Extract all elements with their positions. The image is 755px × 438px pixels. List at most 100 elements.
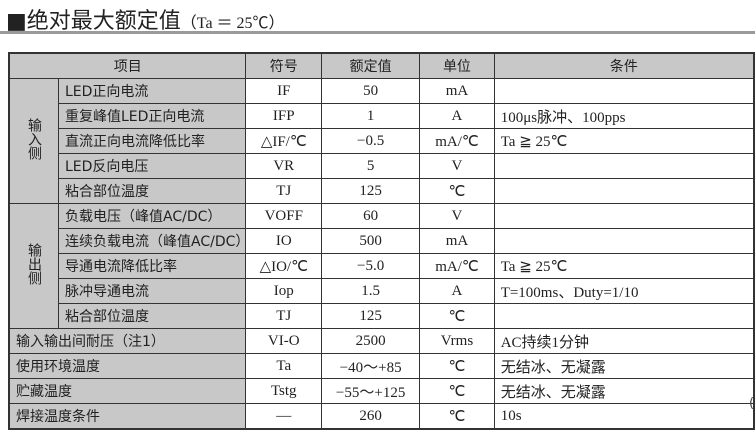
cell-value: 50 [321, 78, 421, 104]
cell-symbol: VI-O [245, 328, 323, 354]
table-row: 导通电流降低比率 △IO/℃ −5.0 mA/℃ Ta ≧ 25℃ [9, 253, 755, 279]
cell-value: 2500 [321, 328, 421, 354]
cell-condition: Ta ≧ 25℃ [493, 253, 755, 279]
cell-condition [493, 228, 755, 254]
table-row: 粘合部位温度 TJ 125 ℃ [9, 178, 755, 204]
cell-symbol: — [245, 403, 323, 430]
cell-symbol: TJ [245, 178, 323, 204]
cell-unit: ℃ [419, 378, 495, 404]
header-item: 项目 [8, 52, 247, 79]
absolute-max-ratings-table: 项目 符号 额定值 单位 条件 输入侧 LED正向电流 IF 50 mA 重复峰值LED正… [8, 52, 755, 430]
table-row: 脉冲导通电流 Iop 1.5 A T=100ms、Duty=1/10 [9, 278, 755, 304]
cell-unit: ℃ [419, 353, 495, 379]
cell-item: 粘合部位温度 [57, 178, 247, 204]
cell-condition: T=100ms、Duty=1/10 [493, 278, 755, 304]
cell-item: LED正向电流 [57, 78, 247, 104]
title-main: ■绝对最大额定值 [6, 9, 181, 34]
cell-symbol: Iop [245, 278, 323, 304]
cell-item: 贮藏温度 [8, 378, 247, 404]
cell-condition: 无结冰、无凝露 [493, 378, 755, 404]
cell-value: 1.5 [321, 278, 421, 304]
cell-condition [493, 78, 755, 104]
cell-item: 直流正向电流降低比率 [57, 128, 247, 154]
cell-condition: 无结冰、无凝露 [493, 353, 755, 379]
cell-item: 导通电流降低比率 [57, 253, 247, 279]
cell-symbol: TJ [245, 303, 323, 329]
cell-unit: ℃ [419, 403, 495, 430]
cell-value: −40～+85 [321, 353, 421, 379]
table-row: 输出侧 负载电压（峰值AC/DC） VOFF 60 V [8, 203, 755, 329]
cell-item: 焊接温度条件 [8, 403, 247, 430]
cell-symbol: △IO/℃ [245, 253, 323, 279]
header-value: 额定值 [321, 52, 421, 79]
cell-unit: mA/℃ [419, 253, 495, 279]
cell-symbol: IFP [245, 103, 323, 129]
cell-symbol: △IF/℃ [245, 128, 323, 154]
cell-unit: ℃ [419, 303, 495, 329]
table-row: 直流正向电流降低比率 △IF/℃ −0.5 mA/℃ Ta ≧ 25℃ [9, 128, 755, 154]
cell-value: 125 [321, 303, 421, 329]
cell-item: 粘合部位温度 [57, 303, 247, 329]
table-row: 重复峰值LED正向电流 IFP 1 A 100μs脉冲、100pps [9, 103, 755, 129]
cell-value: −5.0 [321, 253, 421, 279]
cell-item: 重复峰值LED正向电流 [57, 103, 247, 129]
cell-unit: A [419, 278, 495, 304]
cell-condition: 100μs脉冲、100pps [493, 103, 755, 129]
section-title: ■绝对最大额定值（Ta ＝ 25℃） [6, 3, 285, 35]
header-symbol: 符号 [245, 52, 323, 79]
cell-value: 1 [321, 103, 421, 129]
cell-condition [493, 203, 755, 229]
table-row: 焊接温度条件 —260 ℃ 10s [8, 403, 755, 430]
cell-value: −55～+125 [321, 378, 421, 404]
title-divider [0, 31, 755, 34]
table-row: LED反向电压 VR 5 V [9, 153, 755, 179]
table-row: 输入侧 LED正向电流 IF 50 mA [8, 78, 755, 204]
cell-value: 60 [321, 203, 421, 229]
table-row: 粘合部位温度 TJ 125 ℃ [9, 303, 755, 329]
header-condition: 条件 [493, 52, 755, 79]
cell-condition: Ta ≧ 25℃ [493, 128, 755, 154]
group-label: 输入侧 [26, 118, 42, 160]
group-input: 输入侧 [8, 78, 59, 204]
cell-value: 500 [321, 228, 421, 254]
group-output: 输出侧 [8, 203, 59, 329]
cell-unit: mA [419, 78, 495, 104]
table-row: 输入输出间耐压（注1） VI-O 2500 Vrms AC持续1分钟 [8, 328, 755, 354]
cell-symbol: VR [245, 153, 323, 179]
cell-symbol: Tstg [245, 378, 323, 404]
table-header-row: 项目 符号 额定值 单位 条件 [8, 52, 755, 79]
cell-unit: A [419, 103, 495, 129]
cell-condition: 10s [493, 403, 755, 430]
cell-item: 脉冲导通电流 [57, 278, 247, 304]
table-row: 使用环境温度 Ta −40～+85 ℃ 无结冰、无凝露 [8, 353, 755, 379]
cell-unit: ℃ [419, 178, 495, 204]
cell-item: 负载电压（峰值AC/DC） [57, 203, 247, 229]
cell-unit: Vrms [419, 328, 495, 354]
cell-item: 连续负载电流（峰值AC/DC） [57, 228, 249, 254]
cell-value: −0.5 [321, 128, 421, 154]
cell-item: 使用环境温度 [8, 353, 247, 379]
cell-unit: V [419, 153, 495, 179]
cell-condition: AC持续1分钟 [493, 328, 755, 354]
title-condition: （Ta ＝ 25℃） [180, 15, 285, 32]
header-unit: 单位 [419, 52, 495, 79]
cell-symbol: Ta [245, 353, 323, 379]
cell-unit: V [419, 203, 495, 229]
table-row: 连续负载电流（峰值AC/DC） IO 500 mA [9, 228, 755, 254]
cell-unit: mA/℃ [419, 128, 495, 154]
cell-condition [493, 303, 755, 329]
table-row: 贮藏温度 Tstg −55～+125 ℃ 无结冰、无凝露 [8, 378, 755, 404]
cell-value: 5 [321, 153, 421, 179]
cell-symbol: IO [245, 228, 323, 254]
cell-condition [493, 178, 755, 204]
cell-value: 260 [321, 403, 421, 430]
cell-condition [493, 153, 755, 179]
cell-symbol: IF [245, 78, 323, 104]
cell-symbol: VOFF [245, 203, 323, 229]
cell-item: LED反向电压 [57, 153, 247, 179]
cell-item: 输入输出间耐压（注1） [8, 328, 247, 354]
cell-value: 125 [321, 178, 421, 204]
cell-unit: mA [419, 228, 495, 254]
group-label: 输出侧 [26, 243, 42, 285]
edge-text: ( [749, 396, 755, 411]
